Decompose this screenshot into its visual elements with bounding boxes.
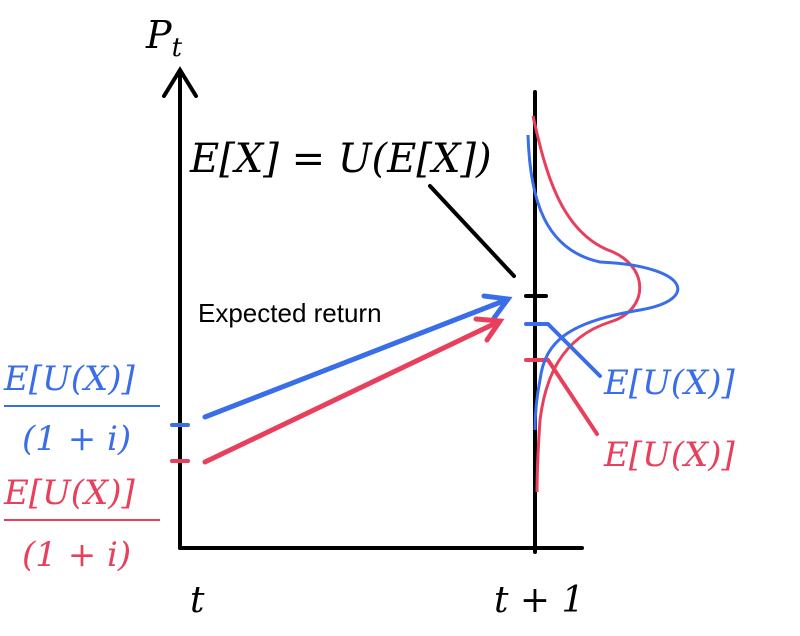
y-axis-arrowhead	[162, 66, 198, 98]
blue-arrow	[202, 293, 513, 420]
red-fraction-denominator: (1 + i)	[22, 535, 131, 575]
red-fraction-numerator: E[U(X)]	[3, 473, 135, 513]
red-present-value-fraction: E[U(X)] (1 + i)	[3, 473, 160, 575]
red-expected-utility-label: E[U(X)]	[603, 435, 735, 475]
y-axis-label: Pt	[145, 13, 183, 63]
equation-label: E[X] = U(E[X])	[189, 136, 492, 182]
x-label-t-plus-1: t + 1	[494, 580, 584, 621]
blue-fraction-denominator: (1 + i)	[22, 419, 131, 459]
red-arrow	[202, 316, 505, 465]
x-label-t: t	[190, 580, 205, 621]
expected-return-label: Expected return	[198, 298, 382, 328]
equation-pointer-line	[428, 184, 516, 278]
blue-fraction-numerator: E[U(X)]	[3, 359, 135, 399]
blue-right-pointer	[546, 322, 602, 378]
blue-present-value-fraction: E[U(X)] (1 + i)	[3, 359, 160, 459]
blue-distribution-curve	[526, 134, 680, 431]
red-distribution-curve	[531, 115, 642, 493]
tick-marks	[170, 294, 548, 463]
red-right-pointer	[546, 358, 599, 436]
blue-expected-utility-label: E[U(X)]	[603, 363, 735, 403]
